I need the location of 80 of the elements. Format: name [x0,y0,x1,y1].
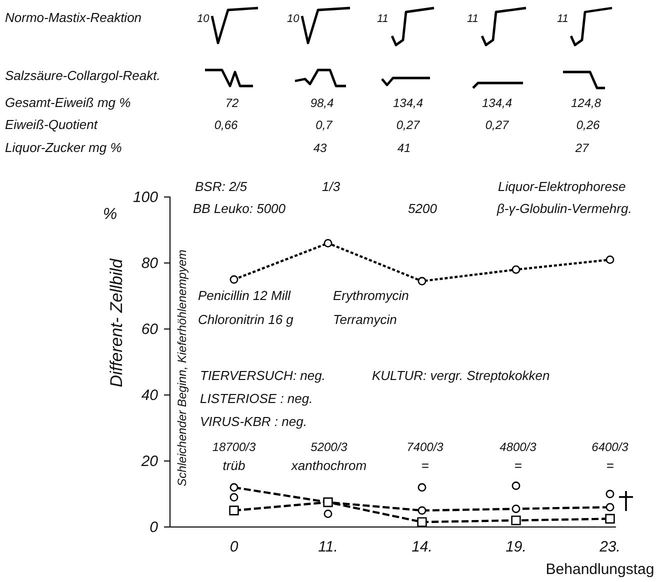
point [418,276,426,286]
point [417,517,427,527]
point [606,490,614,498]
text: 98,4 [310,96,334,110]
text: BSR: 2/5 [195,179,248,194]
annotation: 6400/3 [592,440,629,454]
text: 41 [397,141,411,155]
annotation: 18700/3 [212,440,256,454]
point [230,275,238,284]
annotation: β-γ-Globulin-Vermehrg. [496,201,632,216]
text: 1/3 [322,179,341,194]
annotation: Chloronitrin 16 g [198,312,294,327]
annotation: LISTERIOSE : neg. [200,391,313,406]
text: 72 [225,96,239,110]
text: 0,66 [214,118,238,132]
text: Salzsäure-Collargol-Reakt. [5,68,160,83]
point [230,493,238,502]
text: 11 [377,13,388,25]
text: 0,27 [396,118,421,132]
annotation: KULTUR: vergr. Streptokokken [372,368,550,383]
text: 134,4 [392,96,424,110]
text: 43 [313,141,327,155]
point [605,514,615,524]
text: 134,4 [482,96,512,110]
annotation: 5200 [408,201,438,216]
annotation: Penicillin 12 Mill [198,288,292,303]
point [229,506,239,516]
text: Normo-Mastix-Reaktion [5,10,142,25]
annotation: 5200/3 [310,440,348,454]
y-tick-label: 40 [141,386,159,404]
point [512,482,520,490]
y-tick-label: 100 [132,188,159,206]
x-tick-label: 0 [230,538,239,556]
point [418,483,426,492]
text: 10 [197,13,210,25]
text: Liquor-Elektrophorese [498,179,626,194]
point [230,483,238,492]
annotation: Schleichender Beginn, Kieferhöhlenempyem [175,250,189,486]
y-tick-label: 80 [141,254,159,272]
annotation: = [514,458,522,473]
annotation: = [606,458,614,473]
text: 11 [557,13,568,25]
y-tick-label: 20 [140,452,159,470]
point [606,255,614,264]
y-tick-label: 60 [141,320,159,338]
text: 11 [467,13,478,25]
x-tick-label: 19. [506,538,526,556]
text: 124,8 [570,96,602,110]
point [418,506,426,515]
point [324,510,332,518]
text: 10 [287,13,300,25]
point [512,265,520,274]
x-tick-label: 11. [318,538,338,556]
annotation: BB Leuko: 5000 [193,201,286,216]
text: 0,26 [576,118,600,132]
annotation: xanthochrom [290,458,367,473]
annotation: Terramycin [333,312,397,327]
annotation: TIERVERSUCH: neg. [200,368,326,383]
annotation: = [421,458,430,473]
annotation: VIRUS-KBR : neg. [200,414,307,429]
text: 0,27 [485,118,510,132]
point [324,238,332,248]
annotation: 4800/3 [500,440,537,454]
point [606,502,614,512]
annotation: 7400/3 [406,440,444,454]
text: Gesamt-Eiweiß mg % [5,95,131,110]
text: Eiweiß-Quotient [5,117,99,132]
point [512,504,520,514]
text: Liquor-Zucker mg % [5,140,122,155]
y-tick-label: 0 [150,518,159,536]
text: 0,7 [316,118,334,132]
x-axis-title: Behandlungstag [546,561,654,578]
text: 27 [574,141,590,155]
annotation: Erythromycin [333,288,409,303]
annotation: trüb [222,458,246,473]
y-axis-title: Different- Zellbild [107,258,126,388]
x-tick-label: 14. [412,538,432,556]
x-tick-label: 23. [598,538,620,556]
text: % [102,206,118,223]
point [511,516,521,526]
